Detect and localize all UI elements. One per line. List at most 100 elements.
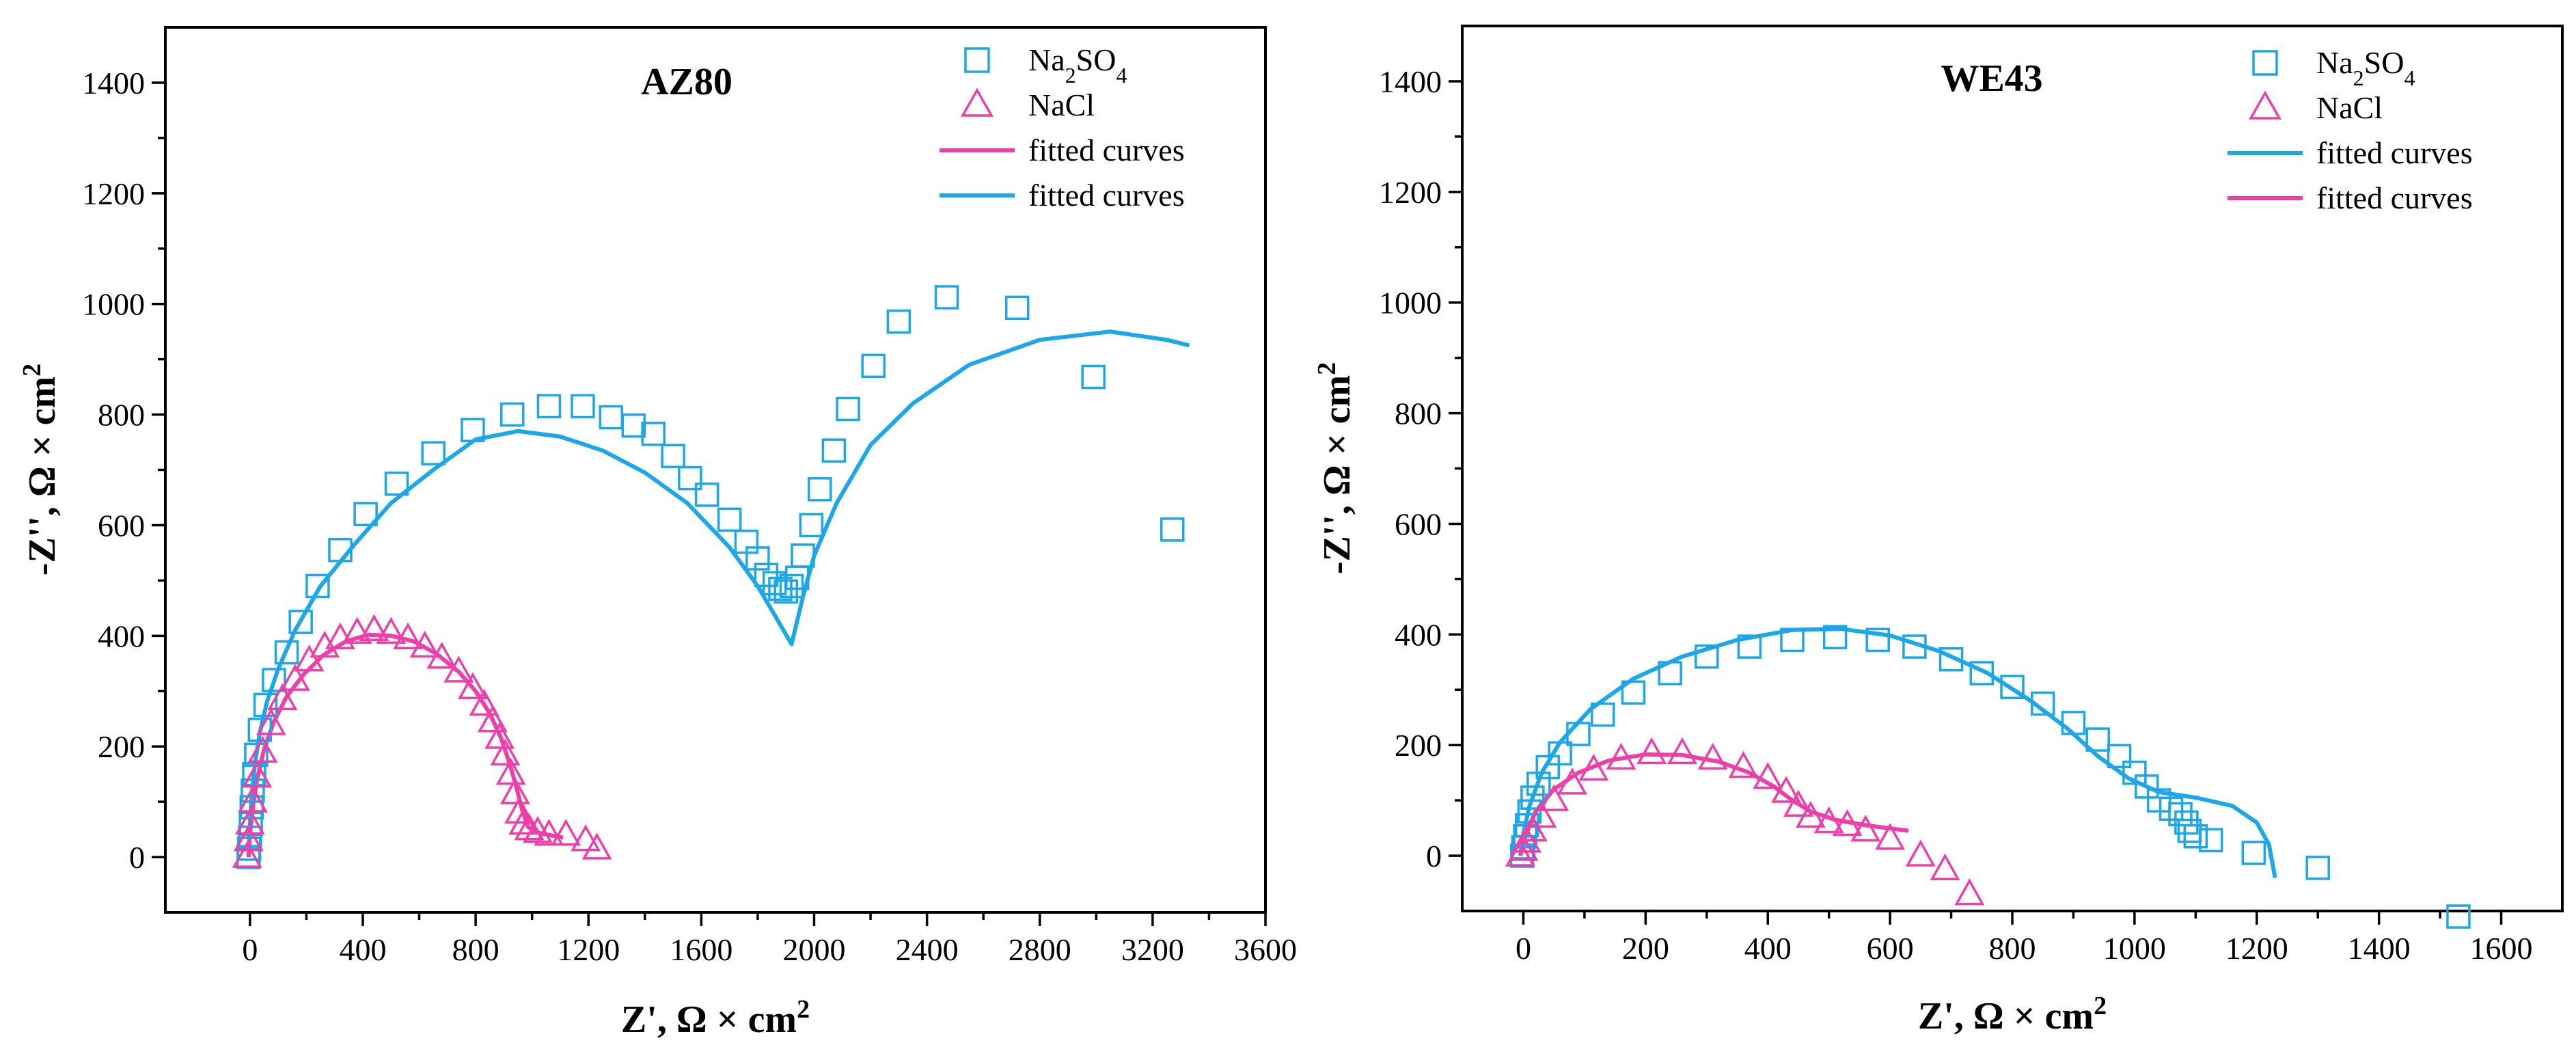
data-point-square [2446,904,2471,929]
data-point-square [1780,627,1805,653]
data-point-square [1535,754,1560,780]
legend-marker-square [2252,50,2278,76]
legend-label: Na2SO4 [1028,42,1127,87]
data-point-square [1004,295,1030,321]
x-tick-label: 400 [339,932,386,967]
data-point-square [821,438,847,463]
y-tick-label: 200 [1395,728,1442,763]
data-point-square [1938,647,1964,672]
data-point-triangle [1954,878,1985,906]
x-tick-label: 3200 [1121,932,1184,967]
data-point-triangle [1557,767,1587,795]
y-tick-label: 400 [1395,617,1442,652]
data-point-square [2183,824,2208,849]
data-point-square [717,507,742,532]
data-point-square [461,418,485,442]
data-point-square [745,546,770,571]
data-point-square [641,422,666,446]
data-point-square [807,477,832,502]
x-tick-label: 2000 [782,932,845,967]
y-tick-label: 600 [98,508,145,543]
data-point-triangle [1813,806,1844,834]
legend-label: NaCl [1028,87,1095,122]
data-point-triangle [1832,808,1863,837]
data-point-square [2198,828,2223,853]
data-point-triangle [1636,737,1667,765]
data-point-triangle [1930,853,1960,881]
chart-title: AZ80 [641,61,732,103]
data-point-square [1566,722,1591,746]
data-point-triangle [234,807,265,835]
data-point-triangle [359,614,389,641]
y-tick-label: 0 [129,840,145,875]
legend-label: Na2SO4 [2316,45,2415,90]
fitted-curves-layer [246,329,1190,858]
data-point-square [2241,841,2266,865]
x-tick-label: 800 [452,932,499,967]
data-point-square [678,465,702,491]
data-point-square [2030,691,2055,716]
x-tick-label: 2800 [1009,932,1071,967]
data-point-square [2107,744,2132,769]
data-point-square [791,543,815,568]
x-tick-label: 0 [242,932,258,967]
data-point-square [1526,772,1551,796]
x-tick-label: 1200 [557,932,620,967]
data-point-triangle [409,630,440,658]
data-point-square [1081,364,1106,390]
data-point-square [1548,741,1572,766]
data-point-square [2146,788,2171,813]
data-point-square [661,444,685,469]
data-point-square [1695,644,1719,669]
data-point-triangle [256,708,286,735]
x-tick-label: 3600 [1234,932,1297,967]
data-point-triangle [426,642,457,669]
data-point-triangle [1517,815,1548,842]
data-point-square [2122,760,2147,785]
fitted-curve-line [246,632,564,858]
data-point-square [253,692,278,718]
data-point-triangle [1875,823,1906,850]
data-point-triangle [1771,776,1802,803]
chart-title: WE43 [1941,57,2042,100]
data-point-triangle [1850,815,1881,842]
legend-label: fitted curves [1028,178,1185,213]
legend-label: NaCl [2316,90,2383,125]
data-point-triangle [1667,737,1697,765]
data-point-triangle [477,705,508,733]
data-point-triangle [514,813,545,841]
data-point-square [500,402,525,427]
data-point-triangle [484,722,515,749]
data-point-square [2000,675,2025,699]
data-point-triangle [1783,789,1813,817]
data-point-square [1822,625,1848,650]
data-point-square [2305,856,2330,880]
data-point-triangle [342,616,372,644]
data-point-triangle [490,738,521,766]
data-point-square [242,761,266,787]
data-point-square [1520,785,1545,810]
chart-panel-we43: 0 200 400 600 800 1000 1200 1400 1600 0 200 400 600 8… [1313,25,2564,1037]
x-tick-label: 1000 [2103,931,2166,966]
data-point-square [2061,711,2086,735]
data-point-square [247,718,273,742]
data-point-triangle [237,785,268,813]
data-point-square [621,413,646,438]
data-point-square [241,778,265,803]
data-point-triangle [267,683,298,711]
data-point-triangle [1526,800,1557,828]
data-point-triangle [457,672,488,699]
legend-marker-square [964,47,990,73]
data-point-square [328,538,353,562]
data-point-square [1621,680,1646,705]
y-tick-label: 1400 [82,66,145,100]
data-point-square [1658,661,1682,685]
fitted-curve-line [246,329,1190,858]
data-point-triangle [1905,839,1936,867]
y-tick-label: 400 [98,618,145,653]
data-point-square [754,562,779,588]
data-point-square [1590,702,1615,727]
x-tick-label: 1200 [2225,931,2288,966]
data-point-square [599,405,624,430]
